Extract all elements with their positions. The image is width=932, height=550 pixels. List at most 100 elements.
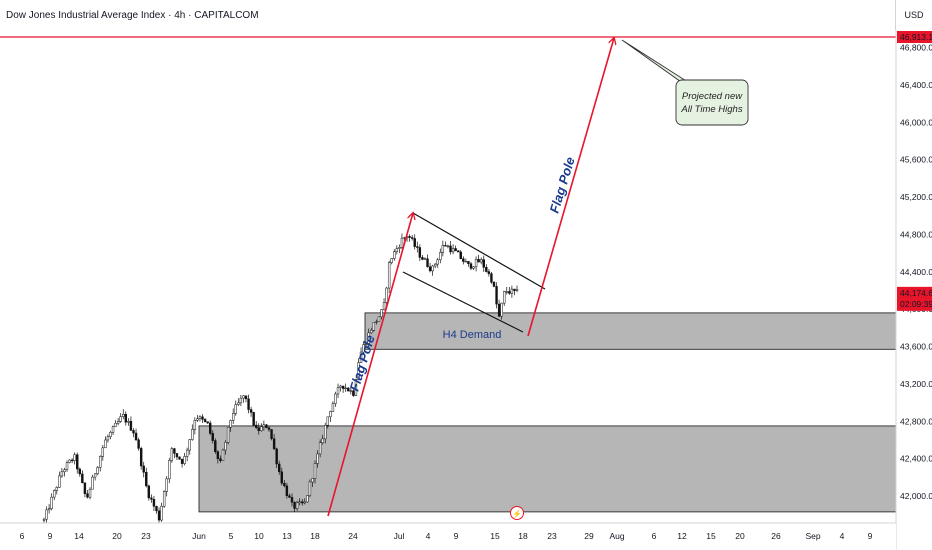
time-tick-label: 9 bbox=[868, 531, 873, 541]
price-tick-label: 45,600.0 bbox=[900, 155, 932, 165]
candle-body bbox=[124, 413, 128, 423]
candle-body bbox=[285, 485, 289, 497]
candle-body bbox=[132, 430, 135, 434]
candle-body bbox=[173, 448, 176, 454]
candle-body bbox=[295, 502, 299, 509]
candle-body bbox=[490, 273, 493, 283]
candle-body bbox=[456, 250, 460, 253]
candle-body bbox=[433, 263, 437, 267]
candle-body bbox=[99, 456, 102, 468]
candle-body bbox=[321, 438, 324, 443]
candle-body bbox=[331, 403, 335, 412]
candle-body bbox=[510, 288, 514, 294]
candle-body bbox=[480, 259, 483, 263]
time-tick-label: 4 bbox=[840, 531, 845, 541]
candle-body bbox=[152, 499, 156, 507]
note-text-line2: All Time Highs bbox=[680, 104, 742, 115]
candle-body bbox=[459, 251, 462, 259]
candle-body bbox=[50, 496, 53, 509]
event-marker-icon[interactable] bbox=[510, 506, 524, 520]
candle-body bbox=[329, 411, 332, 418]
candle-body bbox=[63, 469, 66, 473]
candle-body bbox=[303, 501, 306, 504]
candle-body bbox=[418, 247, 422, 258]
price-tick-label: 42,000.0 bbox=[900, 491, 932, 501]
projected-high-price-label: 46,913.1 bbox=[900, 32, 932, 42]
price-tick-label: 44,800.0 bbox=[900, 229, 932, 239]
candle-body bbox=[165, 478, 168, 492]
candle-body bbox=[214, 440, 217, 452]
candle-body bbox=[400, 237, 404, 248]
price-tick-label: 46,000.0 bbox=[900, 117, 932, 127]
price-tick-label: 42,400.0 bbox=[900, 454, 932, 464]
flag-channel-upper[interactable] bbox=[412, 212, 546, 290]
price-tick-label: 46,400.0 bbox=[900, 80, 932, 90]
price-tick-label: 45,200.0 bbox=[900, 192, 932, 202]
candle-body bbox=[492, 281, 496, 287]
candle-body bbox=[380, 309, 383, 318]
flag-pole-arrow-1[interactable] bbox=[327, 213, 413, 517]
time-tick-label: Jun bbox=[192, 531, 206, 541]
flag-pole-arrow-2[interactable] bbox=[527, 38, 614, 337]
candle-body bbox=[497, 303, 501, 317]
candle-body bbox=[354, 379, 358, 396]
candle-body bbox=[188, 439, 191, 451]
candle-body bbox=[439, 252, 442, 261]
candle-body bbox=[150, 497, 153, 500]
last-price-tag[interactable] bbox=[897, 286, 932, 311]
candle-body bbox=[352, 390, 355, 396]
time-tick-label: 9 bbox=[48, 531, 53, 541]
candle-body bbox=[106, 436, 110, 441]
bar-countdown-label: 02:09:39 bbox=[900, 299, 932, 309]
projection-note[interactable] bbox=[675, 79, 749, 126]
candle-body bbox=[224, 442, 227, 451]
candle-body bbox=[395, 248, 399, 252]
candle-body bbox=[385, 287, 388, 303]
pattern-layer bbox=[402, 212, 546, 333]
candle-body bbox=[155, 506, 158, 512]
time-tick-label: 15 bbox=[490, 531, 500, 541]
projected-high-price-tag[interactable] bbox=[897, 31, 932, 43]
candle-body bbox=[219, 458, 222, 461]
price-tick-label: 42,800.0 bbox=[900, 416, 932, 426]
candle-body bbox=[359, 351, 363, 363]
demand-zone-lower[interactable] bbox=[198, 425, 897, 513]
candle-body bbox=[472, 266, 475, 269]
candle-body bbox=[208, 422, 212, 434]
candle-body bbox=[288, 495, 291, 498]
time-tick-label: 4 bbox=[426, 531, 431, 541]
candle-body bbox=[237, 402, 240, 405]
candle-body bbox=[334, 393, 337, 404]
candle-body bbox=[272, 438, 276, 450]
currency-label[interactable]: USD bbox=[895, 0, 932, 30]
candle-body bbox=[421, 257, 424, 260]
candle-body bbox=[436, 259, 439, 265]
candle-body bbox=[157, 510, 161, 521]
candle-body bbox=[162, 491, 166, 507]
time-tick-label: 9 bbox=[454, 531, 459, 541]
candle-body bbox=[462, 258, 465, 262]
price-tick-label: 43,200.0 bbox=[900, 379, 932, 389]
candle-body bbox=[408, 236, 411, 238]
demand-zone-h4[interactable] bbox=[364, 312, 897, 350]
candle-body bbox=[83, 482, 87, 494]
lightning-icon: ⚡ bbox=[512, 509, 522, 519]
candle-body bbox=[451, 248, 455, 253]
candle-body bbox=[370, 330, 373, 334]
flag-channel-lower[interactable] bbox=[402, 271, 524, 333]
time-tick-label: 10 bbox=[254, 531, 264, 541]
candle-body bbox=[278, 463, 281, 473]
candle-body bbox=[308, 481, 312, 496]
time-tick-label: 18 bbox=[310, 531, 320, 541]
candle-body bbox=[242, 395, 245, 399]
time-tick-label: 6 bbox=[20, 531, 25, 541]
candle-body bbox=[170, 448, 174, 461]
candle-body bbox=[464, 261, 468, 263]
candle-body bbox=[226, 427, 230, 443]
candle-body bbox=[508, 291, 511, 294]
candle-body bbox=[372, 322, 376, 331]
candle-body bbox=[267, 427, 271, 430]
candle-body bbox=[505, 291, 508, 293]
